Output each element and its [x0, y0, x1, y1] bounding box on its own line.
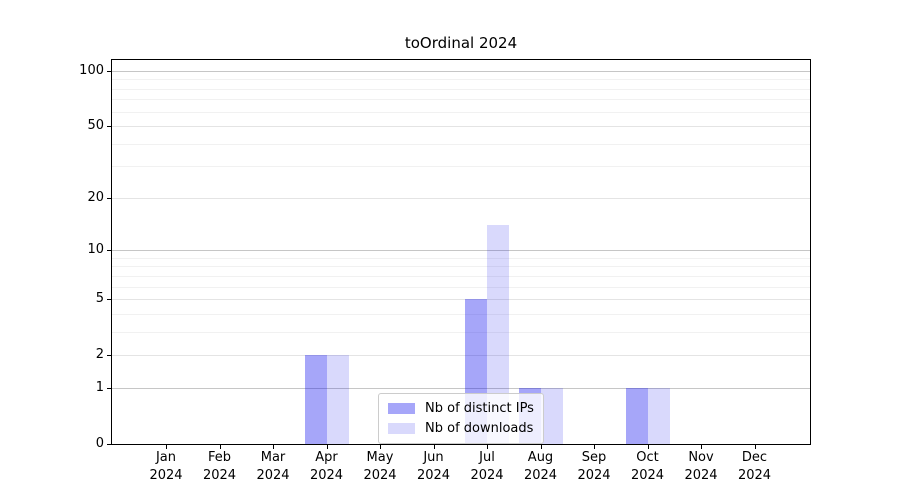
- legend-item-downloads: Nb of downloads: [388, 419, 534, 438]
- minor-gridline: [112, 331, 810, 333]
- legend-item-distinct-ips: Nb of distinct IPs: [388, 399, 534, 418]
- chart-title: toOrdinal 2024: [404, 34, 518, 52]
- x-tick-month: Aug: [527, 450, 554, 465]
- x-tick-mark: [326, 445, 328, 449]
- x-tick-mark: [487, 445, 488, 449]
- gridline: [112, 355, 810, 357]
- x-tick-label-aug: Aug 2024: [514, 449, 568, 485]
- y-tick-label: 10: [87, 242, 104, 258]
- gridline: [112, 250, 810, 252]
- x-tick-month: Oct: [636, 450, 659, 465]
- bar-nb-of-distinct-ips-oct: [625, 387, 648, 444]
- x-tick-year: 2024: [149, 468, 183, 483]
- x-tick-mark: [166, 445, 167, 449]
- y-tick-mark: [107, 355, 111, 356]
- y-tick-mark: [107, 250, 111, 251]
- x-tick-label-mar: Mar 2024: [246, 449, 300, 485]
- x-tick-year: 2024: [416, 468, 451, 483]
- y-tick-label: 100: [79, 63, 104, 78]
- bar-nb-of-distinct-ips-apr: [304, 355, 327, 444]
- x-tick-mark: [647, 445, 649, 449]
- x-tick-year: 2024: [577, 468, 611, 483]
- minor-gridline: [112, 79, 810, 81]
- x-tick-mark: [380, 445, 381, 449]
- x-tick-mark: [594, 445, 595, 449]
- x-tick-year: 2024: [309, 468, 344, 483]
- x-tick-month: Jul: [479, 450, 495, 465]
- x-tick-mark: [701, 445, 702, 449]
- x-tick-label-apr: Apr 2024: [300, 449, 354, 485]
- bar-nb-of-downloads-jul: [487, 225, 509, 444]
- y-tick-mark: [107, 126, 111, 127]
- legend-swatch-distinct-ips: [388, 403, 415, 414]
- y-tick-mark: [107, 71, 111, 72]
- gridline: [112, 387, 810, 389]
- gridline: [112, 299, 810, 301]
- bar-nb-of-downloads-aug: [540, 387, 563, 444]
- x-tick-month: Apr: [315, 450, 338, 465]
- x-tick-mark: [433, 445, 435, 449]
- x-tick-month: Sep: [581, 450, 607, 465]
- x-tick-label-jun: Jun 2024: [407, 449, 461, 485]
- legend-label-distinct-ips: Nb of distinct IPs: [425, 401, 534, 416]
- y-tick-mark: [107, 299, 111, 300]
- x-tick-year: 2024: [523, 468, 558, 483]
- y-tick-label: 50: [87, 118, 104, 134]
- x-tick-month: Dec: [741, 450, 768, 465]
- x-tick-mark: [540, 445, 542, 449]
- x-tick-month: Feb: [207, 450, 232, 465]
- y-tick-label: 2: [95, 347, 104, 363]
- minor-gridline: [112, 99, 810, 101]
- x-tick-mark: [219, 445, 221, 449]
- bar-nb-of-downloads-oct: [647, 387, 670, 444]
- bar-nb-of-downloads-apr: [326, 355, 349, 444]
- x-tick-year: 2024: [256, 468, 290, 483]
- x-tick-month: Jan: [155, 450, 177, 465]
- gridline: [112, 71, 810, 72]
- x-tick-year: 2024: [363, 468, 397, 483]
- x-tick-year: 2024: [737, 468, 772, 483]
- y-tick-mark: [107, 388, 111, 389]
- x-tick-year: 2024: [630, 468, 665, 483]
- y-tick-mark: [107, 198, 111, 199]
- x-tick-year: 2024: [202, 468, 237, 483]
- x-tick-year: 2024: [684, 468, 718, 483]
- minor-gridline: [112, 275, 810, 277]
- legend-label-downloads: Nb of downloads: [425, 421, 534, 436]
- gridline: [112, 126, 810, 128]
- plot-area: [111, 59, 811, 445]
- x-tick-month: Mar: [260, 450, 286, 465]
- x-tick-label-feb: Feb 2024: [193, 449, 247, 485]
- x-tick-label-dec: Dec 2024: [728, 449, 782, 485]
- x-tick-mark: [273, 445, 274, 449]
- x-tick-label-oct: Oct 2024: [621, 449, 675, 485]
- x-tick-year: 2024: [470, 468, 504, 483]
- minor-gridline: [112, 266, 810, 268]
- y-tick-mark: [107, 444, 111, 445]
- minor-gridline: [112, 143, 810, 145]
- minor-gridline: [112, 88, 810, 90]
- x-tick-month: Jun: [423, 450, 444, 465]
- minor-gridline: [112, 111, 810, 113]
- y-tick-label: 0: [95, 436, 104, 451]
- y-tick-label: 20: [87, 189, 104, 205]
- x-tick-label-jul: Jul 2024: [460, 449, 514, 485]
- x-tick-label-nov: Nov 2024: [674, 449, 728, 485]
- x-tick-label-sep: Sep 2024: [567, 449, 621, 485]
- minor-gridline: [112, 166, 810, 168]
- x-tick-month: May: [366, 450, 394, 465]
- x-tick-label-jan: Jan 2024: [139, 449, 193, 485]
- legend: Nb of distinct IPs Nb of downloads: [378, 393, 544, 444]
- minor-gridline: [112, 313, 810, 315]
- x-tick-label-may: May 2024: [353, 449, 407, 485]
- y-tick-label: 5: [95, 291, 104, 307]
- y-tick-label: 1: [95, 379, 104, 395]
- x-tick-mark: [754, 445, 756, 449]
- x-tick-month: Nov: [688, 450, 714, 465]
- legend-swatch-downloads: [388, 423, 415, 434]
- minor-gridline: [112, 257, 810, 259]
- minor-gridline: [112, 286, 810, 288]
- gridline: [112, 197, 810, 199]
